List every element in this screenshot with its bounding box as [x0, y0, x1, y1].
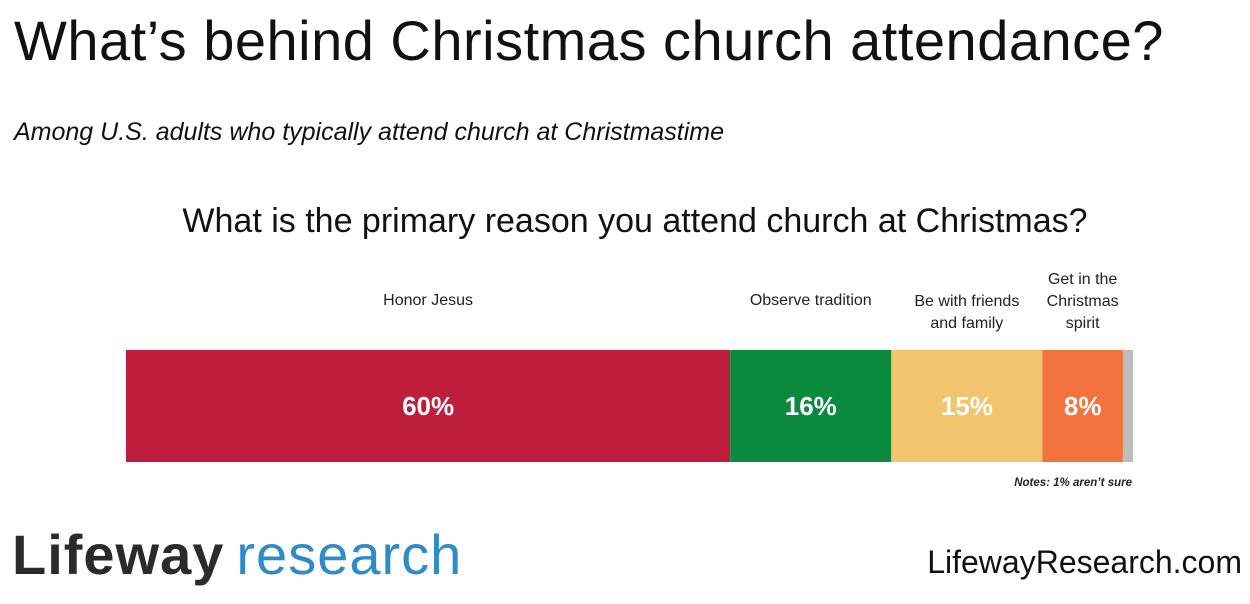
bar-segment-be-with-friends-and-family: [891, 350, 1043, 462]
data-label-get-in-the-christmas-spirit: 8%: [1064, 391, 1102, 421]
data-label-honor-jesus: 60%: [402, 391, 454, 421]
chart-note: Notes: 1% aren’t sure: [1014, 477, 1132, 489]
website-url[interactable]: LifewayResearch.com: [927, 544, 1242, 580]
page-subtitle: Among U.S. adults who typically attend c…: [14, 118, 725, 146]
bar-segment-get-in-the-christmas-spirit: [1042, 350, 1123, 462]
page-title: What’s behind Christmas church attendanc…: [14, 9, 1164, 72]
logo-word-research: research: [236, 523, 463, 586]
chart-title: What is the primary reason you attend ch…: [182, 202, 1088, 240]
category-label-observe-tradition: Observe tradition: [750, 292, 872, 309]
data-label-observe-tradition: 16%: [785, 391, 837, 421]
bar-segment-not-sure: [1122, 350, 1133, 462]
category-label-get-in-the-christmas-spirit: Get in the Christmas spirit: [1047, 271, 1119, 332]
bar-segment-honor-jesus: [126, 350, 731, 462]
bar-segment-observe-tradition: [730, 350, 892, 462]
lifeway-research-logo: Lifeway research: [12, 520, 462, 590]
logo-word-lifeway: Lifeway: [12, 523, 225, 586]
category-label-honor-jesus: Honor Jesus: [383, 292, 473, 309]
data-label-be-with-friends-and-family: 15%: [941, 391, 993, 421]
category-label-be-with-friends-and-family: Be with friends and family: [914, 293, 1019, 332]
